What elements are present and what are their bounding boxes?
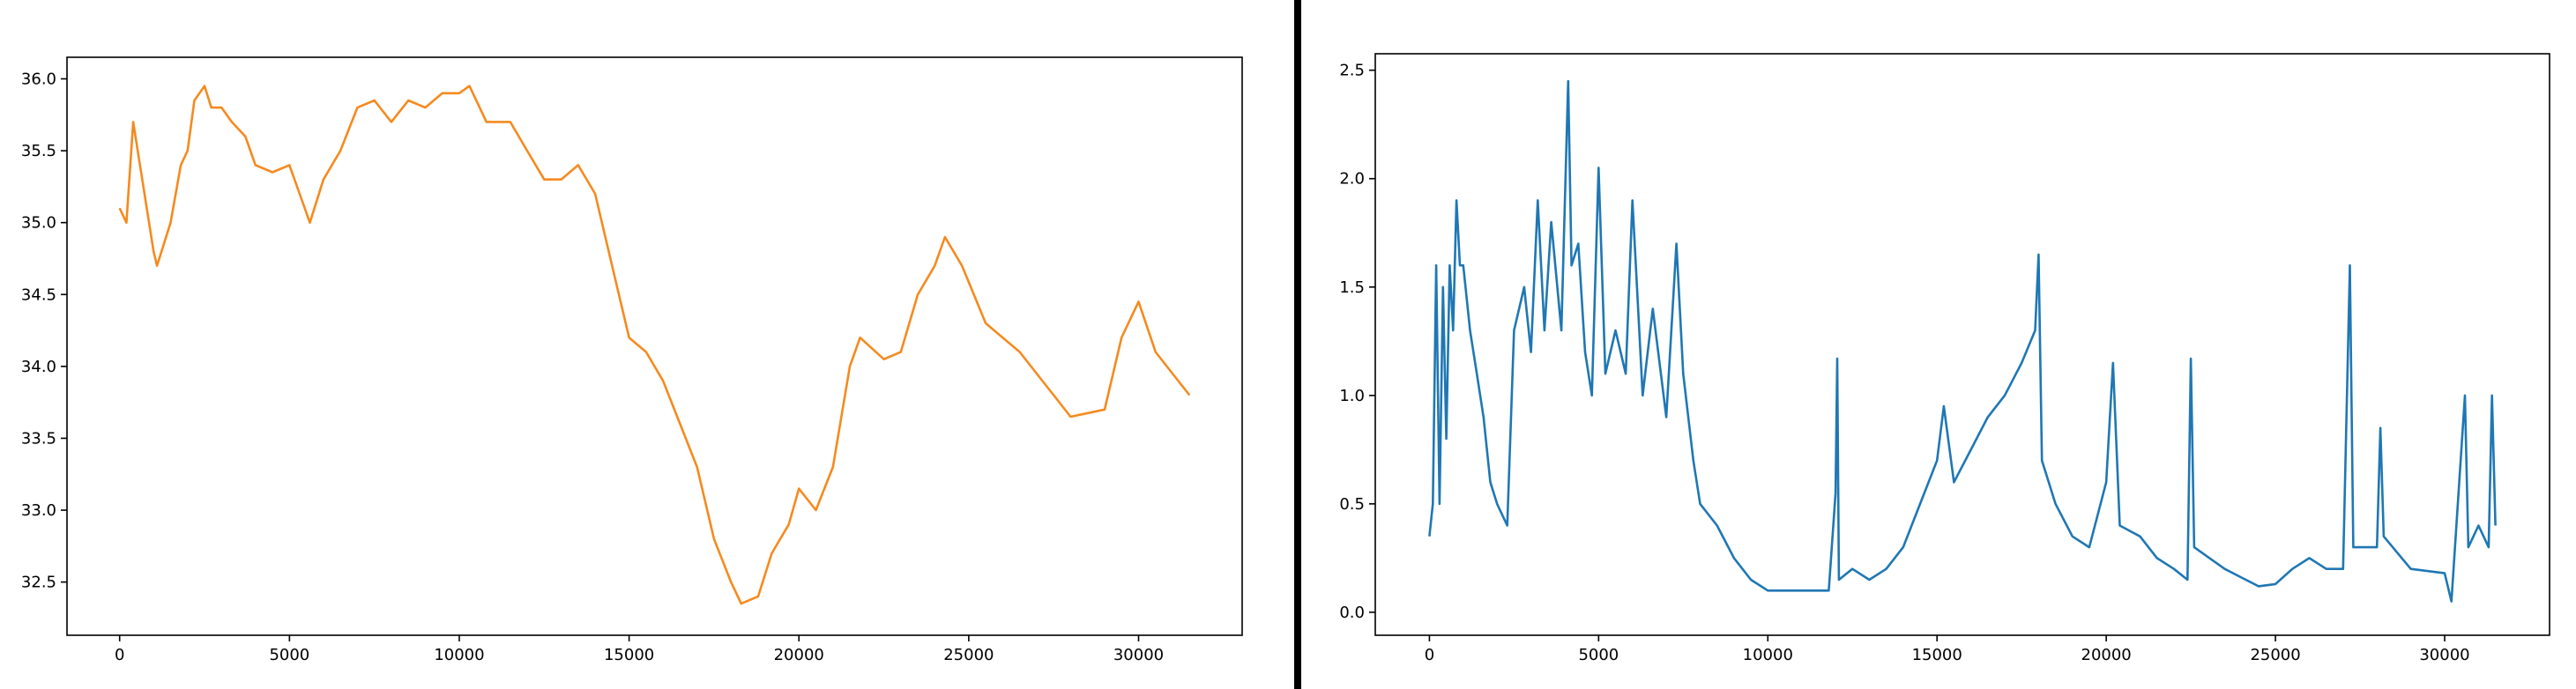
x-tick-label: 10000 [434, 646, 484, 664]
divider [1294, 0, 1301, 689]
x-tick-label: 25000 [2250, 646, 2300, 664]
x-tick-label: 10000 [1743, 646, 1793, 664]
y-tick-label: 2.5 [1339, 62, 1365, 80]
x-tick-label: 25000 [943, 646, 994, 664]
x-tick-label: 5000 [1578, 646, 1619, 664]
x-tick-label: 0 [115, 646, 124, 664]
x-tick-label: 15000 [1912, 646, 1962, 664]
x-tick-label: 20000 [2081, 646, 2132, 664]
y-tick-label: 34.0 [21, 358, 56, 376]
y-tick-label: 1.5 [1339, 278, 1365, 297]
y-tick-label: 2.0 [1339, 170, 1365, 189]
y-tick-label: 36.0 [21, 70, 56, 88]
y-tick-label: 35.0 [21, 214, 56, 233]
y-tick-label: 35.5 [21, 142, 56, 160]
x-tick-label: 30000 [1113, 646, 1164, 664]
data-line [118, 85, 1191, 605]
y-tick-label: 32.5 [21, 574, 56, 592]
axes-frame [66, 56, 1243, 636]
x-tick-label: 5000 [269, 646, 309, 664]
axes-frame [1374, 53, 2550, 636]
y-tick-label: 0.0 [1339, 604, 1365, 622]
x-tick-label: 20000 [774, 646, 824, 664]
y-tick-label: 0.5 [1339, 495, 1365, 514]
x-tick-label: 0 [1425, 646, 1434, 664]
x-tick-label: 30000 [2419, 646, 2469, 664]
y-tick-label: 33.5 [21, 429, 56, 448]
y-tick-label: 1.0 [1339, 387, 1365, 405]
data-line [1428, 79, 2497, 603]
y-tick-label: 34.5 [21, 285, 56, 304]
y-tick-label: 33.0 [21, 501, 56, 520]
x-tick-label: 15000 [604, 646, 654, 664]
